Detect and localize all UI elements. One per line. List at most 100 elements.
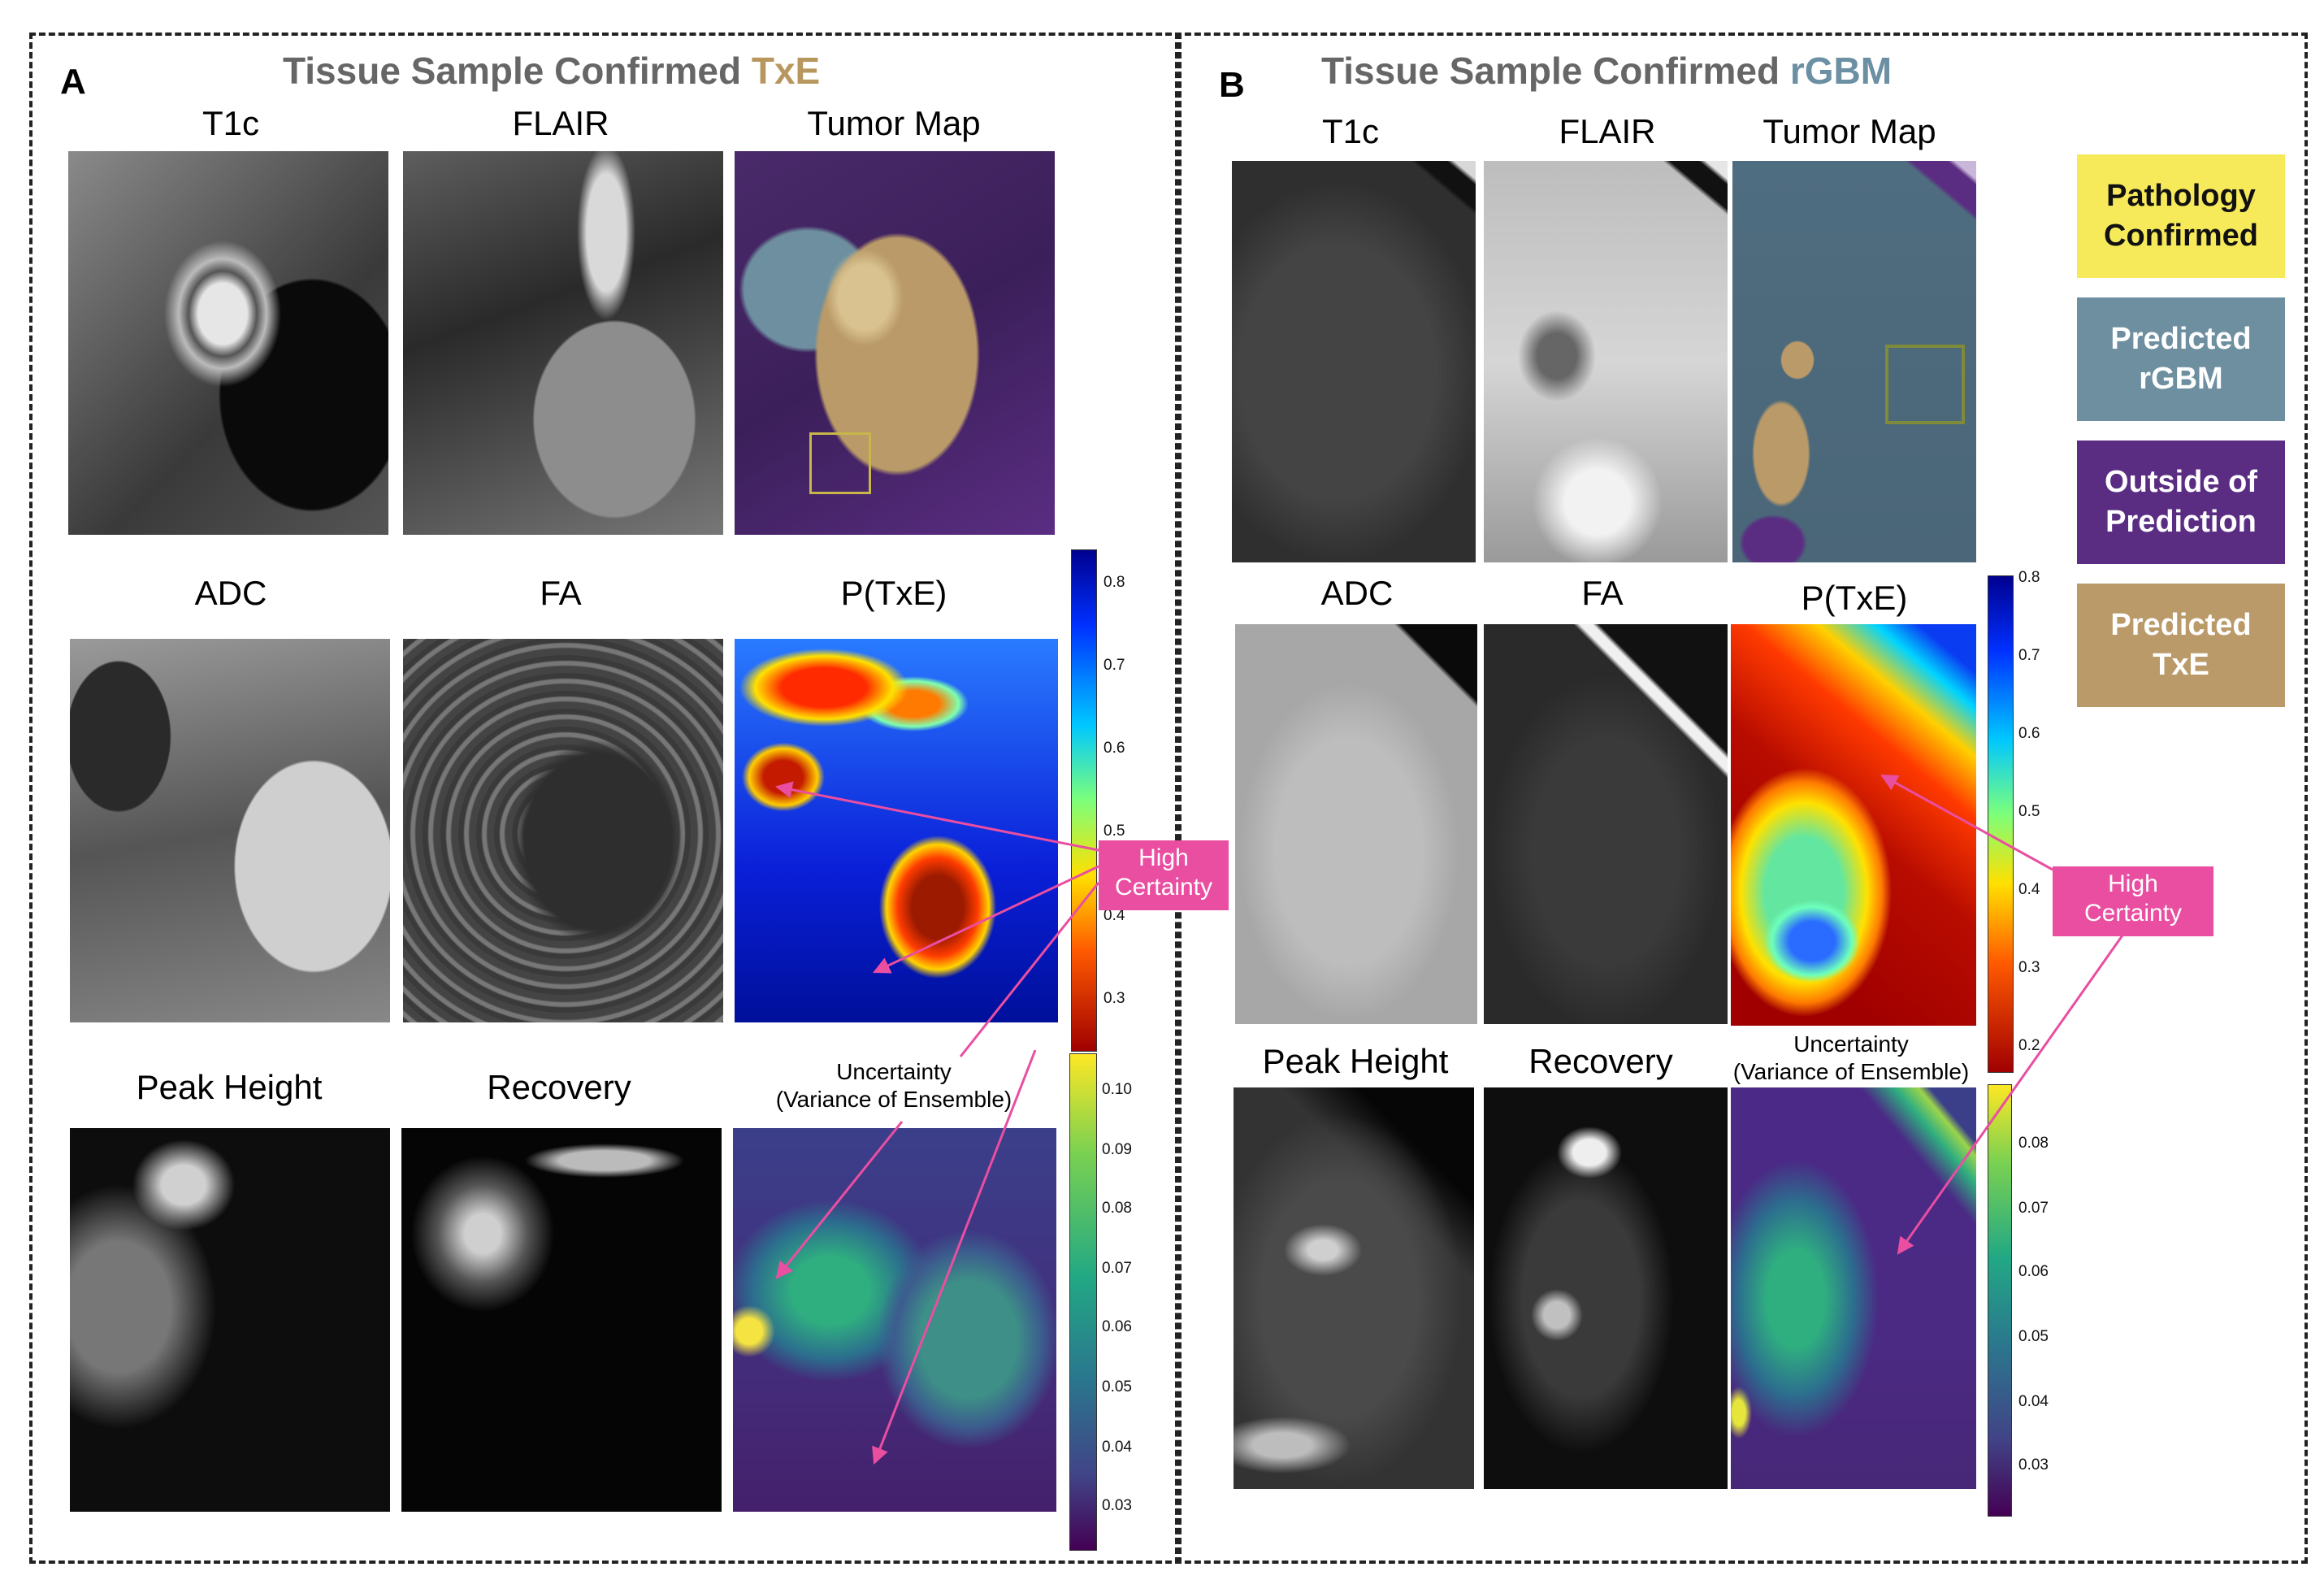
tick-b-ptxe-0: 0.8 (2018, 569, 2040, 586)
panel-b-letter: B (1219, 65, 1245, 105)
label-a-uncertainty: Uncertainty (Variance of Ensemble) (776, 1058, 1012, 1113)
legend-2-line1: Outside of (2105, 464, 2257, 499)
label-a-t1c: T1c (202, 104, 260, 142)
image-b-recovery (1484, 1087, 1728, 1489)
panel-a-title-highlight: TxE (751, 50, 821, 92)
badge-b-high-certainty: High Certainty (2053, 866, 2213, 936)
tick-a-unc-0: 0.10 (1102, 1081, 1132, 1098)
label-a-fa: FA (540, 574, 582, 612)
label-b-recovery: Recovery (1528, 1042, 1673, 1080)
label-b-uncertainty: Uncertainty (Variance of Ensemble) (1733, 1031, 1970, 1085)
label-b-uncertainty-line1: Uncertainty (1793, 1031, 1909, 1057)
label-a-tumor-map: Tumor Map (807, 104, 981, 142)
image-a-adc (70, 639, 390, 1022)
image-b-t1c (1232, 161, 1476, 562)
image-b-ptxe (1731, 624, 1976, 1026)
label-b-uncertainty-line2: (Variance of Ensemble) (1732, 1058, 1970, 1084)
legend-1-line1: Predicted (2110, 321, 2252, 356)
panel-a-frame (29, 33, 1182, 1564)
label-a-flair: FLAIR (512, 104, 609, 142)
panel-a-letter: A (60, 62, 86, 102)
tick-a-unc-6: 0.04 (1102, 1439, 1132, 1456)
tumor-map-b-sample-box (1885, 345, 1965, 424)
label-a-uncertainty-line2: (Variance of Ensemble) (775, 1086, 1012, 1112)
badge-a-line1: High (1138, 844, 1189, 871)
tick-a-ptxe-2: 0.6 (1103, 740, 1125, 757)
tick-a-ptxe-4: 0.4 (1103, 907, 1125, 924)
tick-a-ptxe-1: 0.7 (1103, 657, 1125, 674)
label-a-adc: ADC (194, 574, 267, 612)
tick-a-unc-3: 0.07 (1102, 1260, 1132, 1277)
image-a-tumor-map (735, 151, 1055, 535)
image-b-flair (1484, 161, 1728, 562)
legend-1-line2: rGBM (2139, 362, 2223, 396)
panel-a-title-prefix: Tissue Sample Confirmed (283, 50, 752, 92)
tick-b-unc-2: 0.06 (2018, 1263, 2049, 1280)
tick-b-unc-3: 0.05 (2018, 1328, 2049, 1345)
legend-3-line2: TxE (2153, 648, 2209, 682)
tick-b-unc-5: 0.03 (2018, 1456, 2049, 1474)
tumor-map-a-sample-box (809, 432, 871, 494)
tick-b-unc-0: 0.08 (2018, 1135, 2049, 1152)
tick-b-ptxe-3: 0.5 (2018, 803, 2040, 820)
legend-2-line2: Prediction (2105, 505, 2257, 539)
tick-a-unc-5: 0.05 (1102, 1378, 1132, 1396)
image-b-tumor-map (1732, 161, 1976, 562)
tick-a-ptxe-5: 0.3 (1103, 990, 1125, 1007)
image-b-uncertainty (1731, 1087, 1976, 1489)
image-a-t1c (68, 151, 388, 535)
colorbar-b-uncertainty (1988, 1084, 2012, 1517)
label-b-tumor-map: Tumor Map (1763, 112, 1936, 150)
image-b-adc (1235, 624, 1477, 1024)
badge-b-line1: High (2108, 870, 2158, 897)
label-b-peak-height: Peak Height (1262, 1042, 1449, 1080)
panel-b-title-highlight: rGBM (1789, 50, 1893, 92)
tick-b-ptxe-2: 0.6 (2018, 725, 2040, 742)
label-b-flair: FLAIR (1559, 112, 1656, 150)
panel-b-frame (1175, 33, 2308, 1564)
image-b-peak-height (1234, 1087, 1474, 1489)
colorbar-b-ptxe (1988, 575, 2014, 1073)
tick-b-ptxe-4: 0.4 (2018, 881, 2040, 898)
tick-b-unc-4: 0.04 (2018, 1393, 2049, 1410)
image-a-recovery (401, 1128, 722, 1512)
tick-a-ptxe-0: 0.8 (1103, 574, 1125, 591)
image-a-fa (403, 639, 723, 1022)
tick-a-unc-7: 0.03 (1102, 1497, 1132, 1514)
legend-predicted-txe: Predicted TxE (2077, 584, 2285, 707)
legend-3-line1: Predicted (2110, 607, 2252, 642)
legend-0-line1: Pathology (2106, 178, 2256, 213)
image-b-fa (1484, 624, 1728, 1024)
label-b-fa: FA (1581, 574, 1624, 612)
label-b-t1c: T1c (1321, 112, 1380, 150)
tick-a-unc-1: 0.09 (1102, 1141, 1132, 1158)
tick-a-unc-4: 0.06 (1102, 1318, 1132, 1335)
panel-a-title: Tissue Sample Confirmed TxE (283, 49, 820, 93)
tick-b-unc-1: 0.07 (2018, 1200, 2049, 1217)
image-a-uncertainty (733, 1128, 1056, 1512)
tick-b-ptxe-1: 0.7 (2018, 647, 2040, 664)
badge-a-high-certainty: High Certainty (1099, 840, 1229, 910)
badge-b-line2: Certainty (2083, 900, 2183, 927)
legend-pathology-confirmed: Pathology Confirmed (2077, 154, 2285, 278)
label-a-peak-height: Peak Height (136, 1068, 323, 1106)
image-a-peak-height (70, 1128, 390, 1512)
label-a-ptxe: P(TxE) (840, 574, 947, 612)
tick-b-ptxe-5: 0.3 (2018, 959, 2040, 976)
tick-b-ptxe-6: 0.2 (2018, 1037, 2040, 1054)
label-a-uncertainty-line1: Uncertainty (836, 1059, 952, 1084)
label-b-adc: ADC (1320, 574, 1394, 612)
panel-b-title: Tissue Sample Confirmed rGBM (1321, 49, 1892, 93)
colorbar-a-ptxe (1071, 549, 1097, 1052)
tick-a-ptxe-3: 0.5 (1103, 823, 1125, 840)
label-a-recovery: Recovery (487, 1068, 631, 1106)
panel-b-title-prefix: Tissue Sample Confirmed (1321, 50, 1790, 92)
image-a-flair (403, 151, 723, 535)
legend-0-line2: Confirmed (2104, 219, 2258, 253)
tick-a-unc-2: 0.08 (1102, 1200, 1132, 1217)
image-a-ptxe (735, 639, 1058, 1022)
badge-a-line2: Certainty (1114, 874, 1213, 901)
label-b-ptxe: P(TxE) (1801, 579, 1908, 617)
colorbar-a-uncertainty (1069, 1053, 1097, 1551)
legend-outside-of-prediction: Outside of Prediction (2077, 441, 2285, 564)
